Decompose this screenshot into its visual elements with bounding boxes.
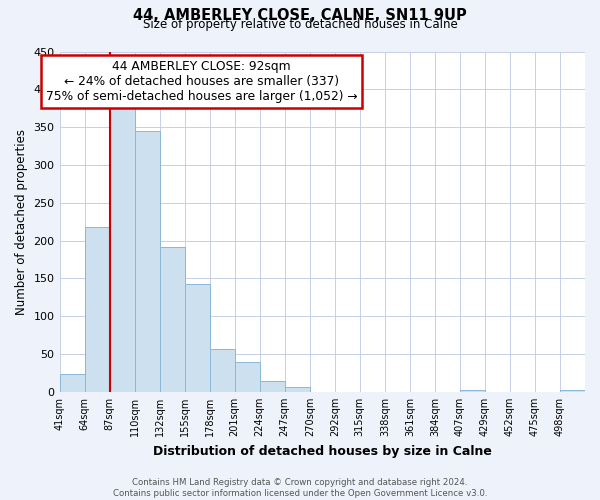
Text: Size of property relative to detached houses in Calne: Size of property relative to detached ho… [143, 18, 457, 31]
Bar [185, 284, 209, 392]
Bar [235, 362, 260, 392]
Bar [134, 131, 160, 392]
Bar [560, 390, 585, 392]
Bar [110, 106, 134, 392]
X-axis label: Distribution of detached houses by size in Calne: Distribution of detached houses by size … [153, 444, 492, 458]
Text: 44, AMBERLEY CLOSE, CALNE, SN11 9UP: 44, AMBERLEY CLOSE, CALNE, SN11 9UP [133, 8, 467, 22]
Text: Contains HM Land Registry data © Crown copyright and database right 2024.
Contai: Contains HM Land Registry data © Crown c… [113, 478, 487, 498]
Bar [59, 374, 85, 392]
Bar [285, 388, 310, 392]
Text: 44 AMBERLEY CLOSE: 92sqm
← 24% of detached houses are smaller (337)
75% of semi-: 44 AMBERLEY CLOSE: 92sqm ← 24% of detach… [46, 60, 357, 103]
Bar [85, 227, 110, 392]
Bar [209, 349, 235, 392]
Bar [260, 382, 285, 392]
Y-axis label: Number of detached properties: Number of detached properties [15, 128, 28, 314]
Bar [160, 246, 185, 392]
Bar [460, 390, 485, 392]
